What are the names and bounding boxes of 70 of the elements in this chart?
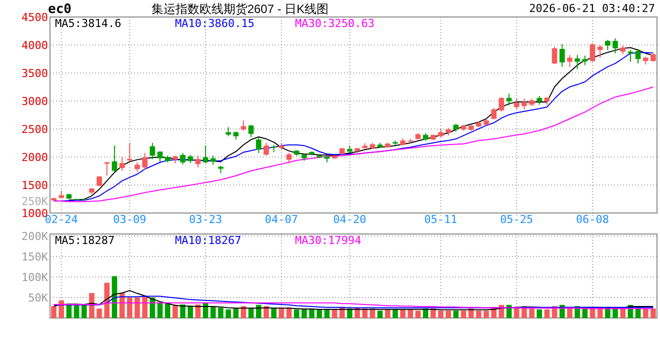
- bar: [377, 310, 383, 318]
- y-tick-label: 3500: [22, 67, 48, 80]
- bar: [316, 309, 322, 318]
- bar: [271, 308, 276, 318]
- bar: [476, 310, 482, 318]
- bar: [81, 304, 87, 318]
- bar: [446, 310, 451, 318]
- bar: [233, 308, 239, 318]
- bar: [642, 308, 648, 318]
- bar: [612, 308, 618, 318]
- bar: [278, 308, 284, 318]
- bar: [392, 309, 398, 318]
- bar: [180, 304, 186, 318]
- bar: [172, 305, 178, 318]
- text: MA5:18287: [55, 234, 115, 247]
- bar: [415, 310, 421, 318]
- y-tick-label: 100K: [22, 271, 48, 284]
- bar: [188, 306, 194, 318]
- text: MA5:3814.6: [55, 17, 122, 30]
- text: MA10:3860.15: [175, 17, 254, 30]
- bar: [74, 305, 80, 318]
- chart-title: ec0: [48, 2, 72, 17]
- y-tick-label: 2000: [22, 151, 48, 164]
- x-tick-label: 04-20: [333, 213, 366, 226]
- bar: [384, 309, 390, 318]
- x-tick-label: 05-11: [424, 213, 458, 226]
- bar: [484, 310, 489, 318]
- bar: [51, 306, 56, 318]
- bar: [529, 308, 534, 318]
- bar: [58, 300, 64, 318]
- bar: [438, 310, 444, 318]
- bar: [309, 309, 314, 318]
- bar: [400, 309, 406, 318]
- text: MA10:18267: [175, 234, 242, 247]
- y-tick-label: 50K: [28, 292, 48, 305]
- text: MA30:17994: [295, 234, 362, 247]
- chart-subtitle: 集运指数欧线期货2607 - 日K线图: [151, 2, 329, 16]
- bar: [460, 310, 466, 318]
- x-tick-label: 03-09: [113, 213, 146, 226]
- bar: [96, 308, 102, 318]
- y-tick-label: 2500: [22, 123, 48, 136]
- bar: [264, 306, 269, 318]
- bar: [256, 304, 262, 318]
- y-tick-label: 150K: [22, 250, 48, 264]
- bar: [294, 309, 300, 318]
- text: 2026-06-21 03:40:27: [529, 2, 655, 15]
- text: MA30:3250.63: [295, 17, 374, 30]
- bar: [210, 306, 216, 318]
- bar: [127, 298, 132, 318]
- y-tick-label: 4000: [22, 39, 48, 52]
- bar: [453, 310, 459, 318]
- x-tick-label: 03-23: [188, 213, 222, 226]
- bar: [218, 308, 224, 318]
- text: 250K: [22, 195, 48, 208]
- y-tick-label: 200K: [22, 230, 48, 244]
- line-series: [53, 296, 654, 308]
- bar: [620, 308, 626, 318]
- y-tick-label: 3000: [22, 95, 48, 108]
- x-tick-label: 05-25: [500, 213, 534, 226]
- bar: [226, 309, 231, 318]
- bar: [536, 309, 542, 318]
- bar: [582, 308, 588, 318]
- bar: [544, 309, 550, 318]
- y-tick-label: 4500: [22, 11, 48, 24]
- y-tick-label: 1500: [22, 179, 48, 192]
- bar: [302, 309, 307, 318]
- bar: [134, 298, 140, 318]
- bar: [650, 308, 656, 318]
- x-tick-label: 04-07: [264, 213, 298, 226]
- x-tick-label: 06-08: [576, 213, 610, 226]
